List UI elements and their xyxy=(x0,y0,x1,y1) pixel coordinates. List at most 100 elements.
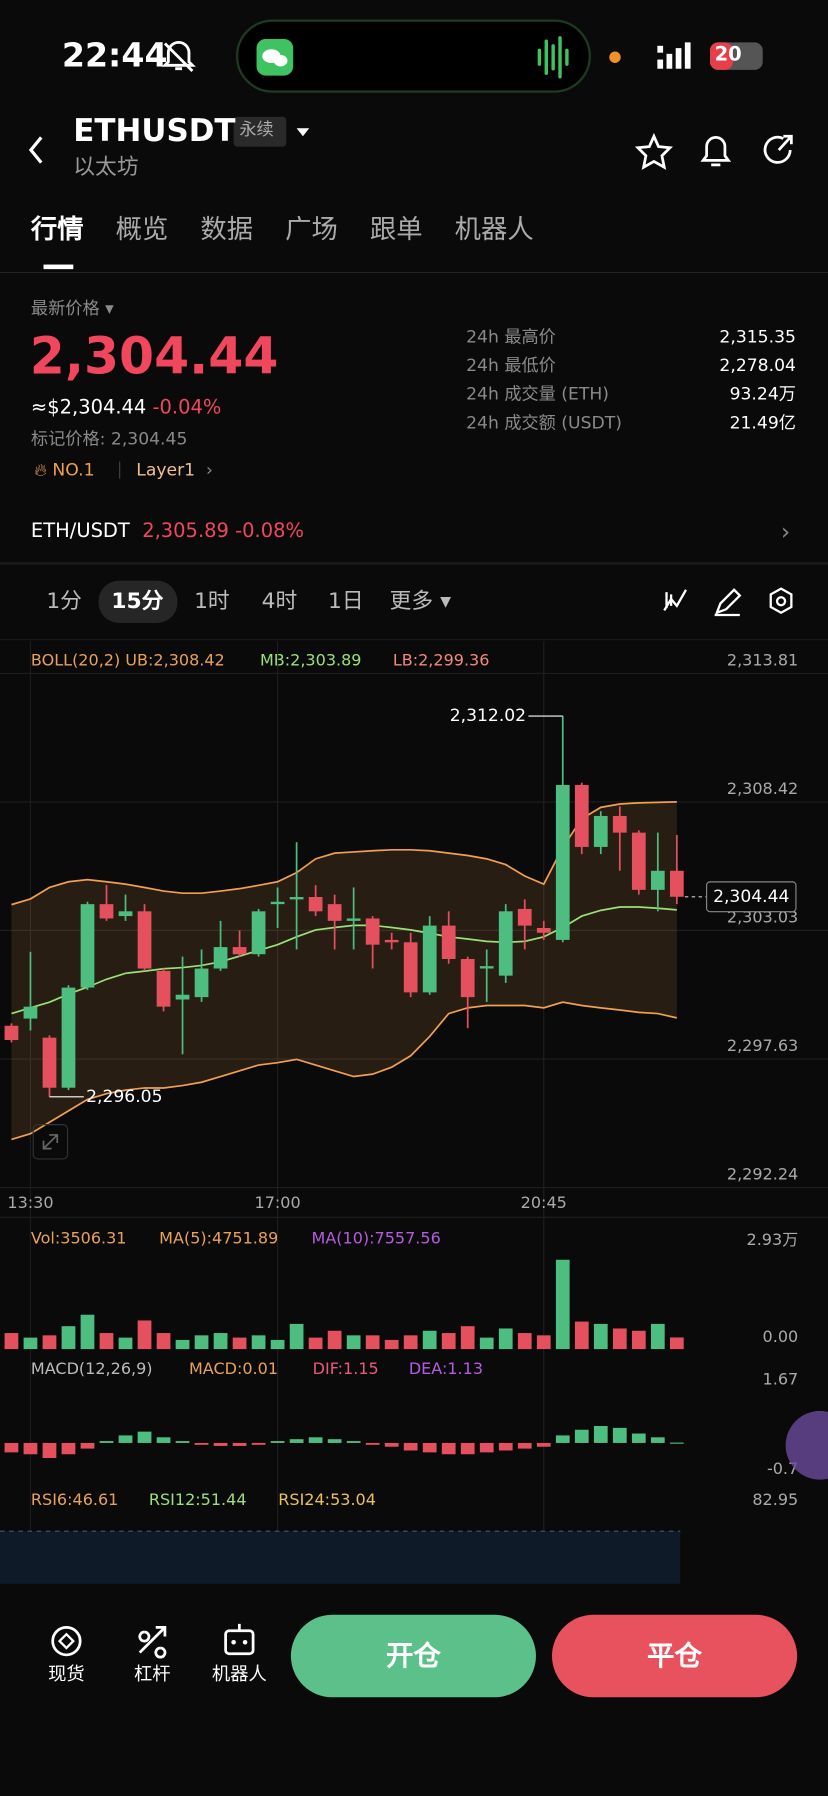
volume-bar xyxy=(99,1333,114,1350)
interval[interactable]: 15分 xyxy=(111,588,164,614)
macd-bar xyxy=(460,1442,475,1455)
nav-label[interactable]: 现货 xyxy=(48,1662,85,1685)
macd-bar xyxy=(99,1441,114,1443)
contract-tag: 永续 xyxy=(239,119,274,140)
candle-body xyxy=(137,911,152,969)
volume-bar xyxy=(23,1337,38,1350)
candle-body xyxy=(574,784,589,847)
candle-body xyxy=(346,918,361,921)
spot-change: -0.08% xyxy=(235,519,304,543)
candle-body xyxy=(517,908,532,926)
volume-bar xyxy=(403,1335,418,1350)
volume-bar xyxy=(137,1320,152,1350)
active-interval xyxy=(98,580,178,624)
candle-body xyxy=(498,911,513,976)
candle-body xyxy=(23,1006,38,1019)
expand-icon[interactable] xyxy=(32,1124,69,1160)
stat-value: 2,315.35 xyxy=(719,326,796,348)
candle-body xyxy=(175,994,190,1000)
macd-bar xyxy=(612,1427,627,1443)
candle-body xyxy=(460,958,475,998)
y-tick-label: 2,292.24 xyxy=(727,1165,798,1184)
volume-bar xyxy=(365,1335,380,1350)
rsi6-label: RSI6:46.61 xyxy=(31,1490,118,1509)
volume-bar xyxy=(232,1337,247,1350)
candle-body xyxy=(536,927,551,933)
stat-label: 24h 成交额 (USDT) xyxy=(466,412,622,433)
open-button[interactable] xyxy=(290,1614,536,1698)
candle-body xyxy=(479,966,494,969)
x-tick-label: 17:00 xyxy=(255,1193,301,1212)
tab[interactable]: 数据 xyxy=(200,215,254,246)
candle-body xyxy=(441,925,456,959)
macd-bar xyxy=(4,1442,19,1453)
volume-bar xyxy=(156,1333,171,1350)
floating-button[interactable] xyxy=(785,1410,828,1480)
volume-bar xyxy=(593,1323,608,1350)
chrome-icons xyxy=(0,19,828,274)
usd-price: ≈$2,304.44 -0.04% xyxy=(31,396,222,420)
tab[interactable]: 概览 xyxy=(115,215,169,246)
nav-label[interactable]: 机器人 xyxy=(211,1662,267,1685)
macd-tick-label: 1.67 xyxy=(763,1370,799,1389)
candle-body xyxy=(213,947,228,969)
nav-label[interactable]: 杠杆 xyxy=(133,1662,171,1685)
candle-body xyxy=(612,815,627,833)
stat-value: 2,278.04 xyxy=(719,355,796,376)
interval[interactable]: 1时 xyxy=(194,588,230,614)
boll-lb xyxy=(11,1001,678,1141)
label: 最新价格 xyxy=(30,297,100,319)
interval[interactable]: 1分 xyxy=(46,588,82,614)
close-button[interactable] xyxy=(552,1614,798,1698)
candle-body xyxy=(80,904,95,988)
macd-bar xyxy=(213,1442,228,1446)
candle-body xyxy=(593,815,608,847)
volume-bar xyxy=(270,1339,285,1350)
open-label: 开仓 xyxy=(385,1639,441,1673)
tab[interactable]: 机器人 xyxy=(454,215,534,246)
volume-bar xyxy=(289,1323,304,1350)
macd-bar xyxy=(365,1442,380,1445)
macd-bar xyxy=(289,1439,304,1443)
macd-bar xyxy=(650,1437,665,1443)
interval[interactable]: 更多 ▾ xyxy=(389,588,451,614)
volume-bar xyxy=(460,1326,475,1350)
spot-row[interactable]: ETH/USDT 2,305.89 -0.08% xyxy=(31,522,304,541)
macd-tick-label: -0.7 xyxy=(767,1459,798,1478)
candle-body xyxy=(555,784,570,940)
candle-body xyxy=(118,911,133,917)
max-label: 2,312.02 xyxy=(450,706,526,726)
tab[interactable]: 行情 xyxy=(30,215,84,246)
tab[interactable]: 广场 xyxy=(285,215,338,246)
divider xyxy=(0,562,828,565)
macd-bar xyxy=(574,1429,589,1443)
symbol: ETHUSDT xyxy=(73,113,236,149)
last-price-box xyxy=(706,881,797,913)
divider xyxy=(0,639,828,641)
tab[interactable]: 跟单 xyxy=(369,215,423,246)
tool-icons[interactable] xyxy=(641,578,801,624)
interval[interactable]: 1日 xyxy=(328,588,364,614)
volume-bar xyxy=(384,1339,399,1350)
stat-value: 93.24万 xyxy=(729,383,796,405)
candle-body xyxy=(42,1037,57,1088)
battery-level: 20 xyxy=(714,43,742,67)
sector[interactable]: Layer1 › xyxy=(119,461,213,479)
mb-label: MB:2,303.89 xyxy=(260,650,362,669)
bottom-bar xyxy=(0,1597,828,1796)
boll-band xyxy=(11,801,677,1140)
rsi24-label: RSI24:53.04 xyxy=(278,1490,376,1509)
macd-bar xyxy=(156,1437,171,1443)
chevron: › xyxy=(781,517,791,546)
interval[interactable]: 4时 xyxy=(261,588,298,614)
change: -0.04% xyxy=(152,396,222,420)
volume-bar xyxy=(175,1339,190,1350)
volume-bar xyxy=(574,1321,589,1350)
macd-bar xyxy=(346,1441,361,1443)
candle-body xyxy=(156,970,171,1007)
last-price-tag: 2,304.44 xyxy=(713,887,789,907)
last-price: 2,304.44 xyxy=(29,327,279,386)
macd-bar xyxy=(403,1442,418,1451)
volume-bar xyxy=(42,1335,57,1350)
